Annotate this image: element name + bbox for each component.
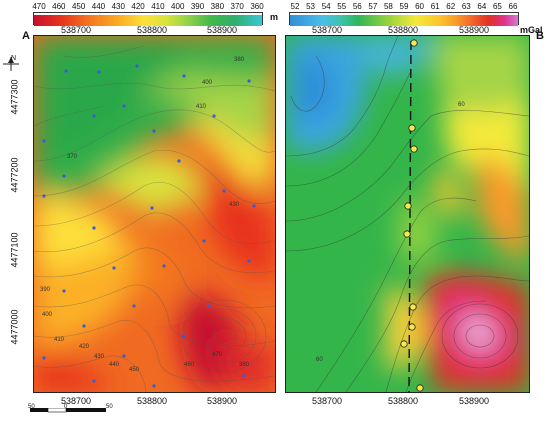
elevation-colorbar-tick-9: 390 [190, 2, 205, 11]
panel-a-letter: A [22, 30, 30, 42]
panel-a-xtick-bottom-2: 538800 [136, 396, 168, 406]
gravity-colorbar-tick-13: 64 [477, 2, 487, 11]
north-arrow-icon [3, 57, 19, 71]
scale-bar [30, 408, 106, 413]
gravity-colorbar-tick-9: 60 [415, 2, 425, 11]
contour-label-15: 380 [239, 362, 250, 368]
panel-a-xtick-bottom-3: 538900 [206, 396, 238, 406]
elevation-map: 380 400 410 370 430 390 400 410 420 430 … [33, 35, 276, 393]
contour-label-4: 370 [67, 154, 78, 160]
gravity-colorbar-tick-3: 54 [321, 2, 331, 11]
elevation-colorbar-tick-5: 430 [111, 2, 125, 11]
elevation-colorbar-tick-1: 470 [32, 2, 46, 11]
panel-b-xtick-top-3: 538900 [458, 25, 490, 35]
elevation-colorbar-tick-4: 440 [91, 2, 106, 11]
contour-label-13: 460 [184, 362, 195, 368]
gravity-colorbar-tick-5: 56 [352, 2, 362, 11]
elevation-unit: m [270, 12, 279, 22]
gravity-colorbar-tick-7: 58 [383, 2, 393, 11]
scale-label-right: 50 [106, 404, 113, 410]
gravity-contour-label-1: 60 [458, 102, 465, 108]
elevation-colorbar-tick-10: 380 [210, 2, 225, 11]
gravity-colorbar-tick-12: 63 [461, 2, 471, 11]
gravity-colorbar-tick-15: 66 [508, 2, 518, 11]
panel-a-xtick-bottom-1: 538700 [60, 396, 92, 406]
panel-b-xtick-bottom-1: 538700 [311, 396, 343, 406]
contour-label-9: 420 [79, 344, 90, 350]
gravity-colorbar-tick-6: 57 [368, 2, 378, 11]
contour-label-7: 400 [42, 312, 53, 318]
scale-label-left: 50 [28, 404, 35, 410]
elevation-colorbar-gradient [34, 15, 262, 26]
panel-b-letter: B [536, 30, 544, 42]
gravity-colorbar-tick-4: 55 [337, 2, 347, 11]
elevation-colorbar-tick-12: 360 [250, 2, 264, 11]
contour-label-11: 440 [109, 362, 120, 368]
elevation-colorbar-tick-7: 410 [151, 2, 165, 11]
contour-label-5: 430 [229, 202, 240, 208]
gravity-colorbar-gradient [290, 15, 518, 26]
elevation-colorbar-tick-6: 420 [131, 2, 145, 11]
contour-label-12: 450 [129, 367, 140, 373]
contour-label-3: 410 [196, 104, 207, 110]
contour-label-2: 400 [202, 80, 213, 86]
scale-label-mid: 0 [64, 404, 68, 410]
gravity-colorbar-tick-11: 62 [446, 2, 456, 11]
panel-a-ytick-1: 4477300 [9, 79, 20, 115]
panel-b-xtick-bottom-2: 538800 [387, 396, 419, 406]
profile-line [408, 40, 412, 392]
elevation-colorbar-tick-8: 400 [171, 2, 185, 11]
panel-b-xtick-top-2: 538800 [387, 25, 419, 35]
gravity-map: 60 60 [285, 35, 530, 393]
contour-label-6: 390 [40, 287, 51, 293]
gravity-contour-label-2: 60 [316, 357, 323, 363]
gravity-colorbar-tick-10: 61 [430, 2, 440, 11]
gravity-unit: mGal [520, 25, 543, 35]
panel-a-xtick-top-1: 538700 [60, 25, 92, 35]
elevation-colorbar [33, 12, 263, 26]
panel-a-ytick-2: 4477200 [9, 157, 20, 193]
panel-a-xtick-top-2: 538800 [136, 25, 168, 35]
contour-label-1: 380 [234, 57, 245, 63]
gravity-colorbar-tick-1: 52 [290, 2, 300, 11]
elevation-colorbar-tick-11: 370 [230, 2, 244, 11]
gravity-colorbar-tick-8: 59 [399, 2, 409, 11]
panel-a-xtick-top-3: 538900 [206, 25, 238, 35]
contour-label-8: 410 [54, 337, 65, 343]
elevation-colorbar-tick-3: 450 [71, 2, 86, 11]
contour-label-10: 430 [94, 354, 105, 360]
panel-a-ytick-4: 4477000 [9, 309, 20, 345]
panel-b-xtick-bottom-3: 538900 [458, 396, 490, 406]
elevation-colorbar-tick-2: 460 [52, 2, 66, 11]
panel-b-xtick-top-1: 538700 [311, 25, 343, 35]
north-label: N [11, 55, 17, 62]
gravity-colorbar [289, 12, 519, 26]
gravity-colorbar-tick-14: 65 [492, 2, 502, 11]
contour-label-14: 470 [212, 352, 223, 358]
gravity-colorbar-tick-2: 53 [306, 2, 316, 11]
panel-a-ytick-3: 4477100 [9, 232, 20, 268]
